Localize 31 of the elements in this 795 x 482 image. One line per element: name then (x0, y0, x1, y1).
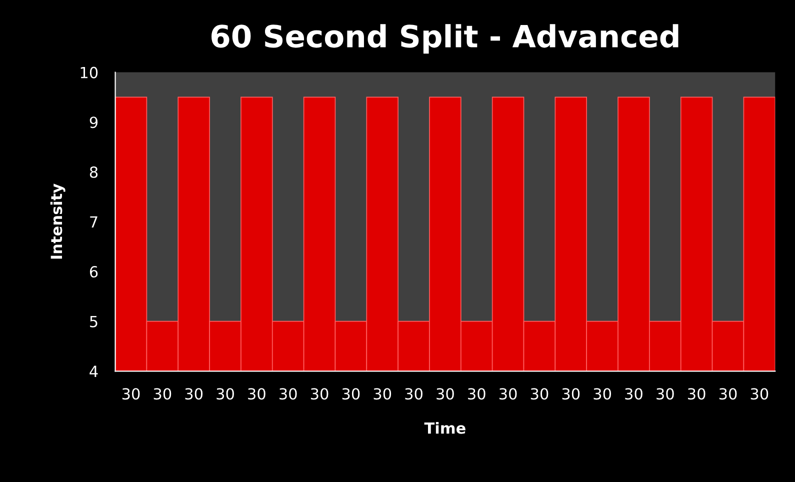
x-tick-label: 30 (436, 388, 454, 400)
x-tick-label: 30 (342, 388, 360, 400)
x-tick-label: 30 (625, 388, 642, 400)
y-tick-label: 7 (90, 216, 98, 228)
y-tick-label: 5 (90, 316, 98, 328)
x-tick-label: 30 (499, 388, 517, 400)
y-axis-title: Intensity (50, 184, 66, 259)
x-tick-label: 30 (594, 388, 612, 400)
x-tick-label: 30 (216, 388, 234, 400)
y-tick-label: 8 (90, 166, 98, 178)
y-tick-label: 9 (90, 116, 98, 128)
x-tick-label: 30 (719, 388, 737, 400)
x-tick-label: 30 (562, 388, 580, 400)
x-tick-label: 30 (530, 388, 548, 400)
x-tick-label: 30 (280, 388, 297, 400)
x-tick-label: 30 (374, 388, 392, 400)
x-tick-label: 30 (468, 388, 486, 400)
x-tick-label: 30 (185, 388, 203, 400)
x-tick-label: 30 (310, 388, 328, 400)
chart-title: 60 Second Split - Advanced (212, 24, 678, 54)
x-tick-label: 30 (154, 388, 172, 400)
x-tick-label: 30 (656, 388, 674, 400)
x-axis-title: Time (424, 422, 466, 434)
y-tick-label: 6 (90, 266, 98, 278)
x-tick-label: 30 (248, 388, 266, 400)
x-tick-label: 30 (750, 388, 768, 400)
x-tick-label: 30 (405, 388, 422, 400)
y-tick-label: 4 (90, 366, 98, 377)
x-tick-label: 30 (688, 388, 706, 400)
y-tick-label: 10 (80, 66, 98, 78)
x-tick-label: 30 (122, 388, 140, 400)
